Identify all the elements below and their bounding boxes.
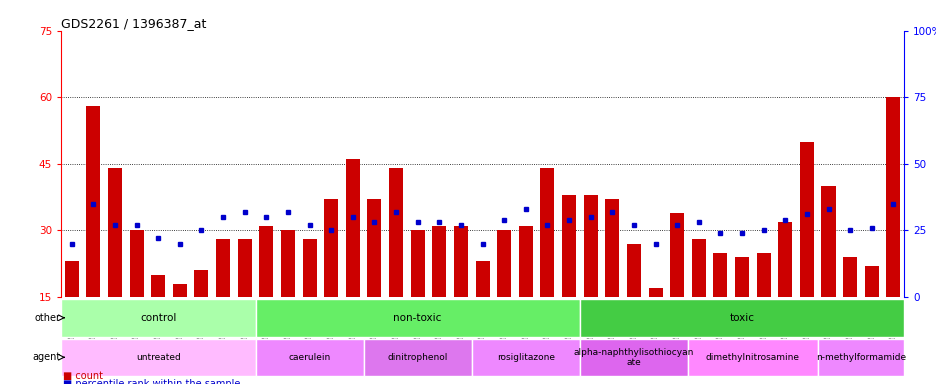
Text: non-toxic: non-toxic	[393, 313, 442, 323]
Bar	[61, 299, 256, 337]
Bar	[821, 186, 835, 297]
Bar	[605, 199, 619, 297]
Bar	[755, 253, 769, 297]
Bar	[691, 239, 705, 297]
Text: dinitrophenol: dinitrophenol	[388, 353, 447, 362]
Bar	[712, 253, 726, 297]
Text: untreated: untreated	[136, 353, 181, 362]
Bar	[648, 288, 662, 297]
Bar	[108, 168, 122, 297]
Text: rosiglitazone: rosiglitazone	[496, 353, 554, 362]
Bar	[302, 239, 316, 297]
Bar	[687, 339, 817, 376]
Text: GDS2261 / 1396387_at: GDS2261 / 1396387_at	[61, 17, 206, 30]
Bar	[363, 339, 471, 376]
Bar	[864, 266, 878, 297]
Bar	[256, 299, 579, 337]
Bar	[61, 339, 256, 376]
Text: agent: agent	[33, 352, 61, 362]
Text: ■ percentile rank within the sample: ■ percentile rank within the sample	[63, 379, 240, 384]
Text: caerulein: caerulein	[288, 353, 330, 362]
Bar	[669, 213, 683, 297]
Bar	[519, 226, 533, 297]
Bar	[583, 195, 597, 297]
Bar	[540, 168, 554, 297]
Text: ■ count: ■ count	[63, 371, 103, 381]
Text: other: other	[35, 313, 61, 323]
Bar	[281, 230, 295, 297]
Bar	[324, 199, 338, 297]
Bar	[817, 339, 903, 376]
Bar	[799, 142, 813, 297]
Bar	[579, 339, 687, 376]
Bar	[497, 230, 511, 297]
Bar	[216, 239, 230, 297]
Bar	[151, 275, 165, 297]
Bar	[388, 168, 402, 297]
Text: control: control	[139, 313, 176, 323]
Text: toxic: toxic	[729, 313, 753, 323]
Text: alpha-naphthylisothiocyan
ate: alpha-naphthylisothiocyan ate	[573, 348, 694, 367]
Bar	[345, 159, 359, 297]
Text: dimethylnitrosamine: dimethylnitrosamine	[705, 353, 799, 362]
Bar	[842, 257, 856, 297]
Bar	[562, 195, 576, 297]
Bar	[734, 257, 748, 297]
Bar	[579, 299, 903, 337]
Bar	[259, 226, 273, 297]
Bar	[453, 226, 467, 297]
Bar	[238, 239, 252, 297]
Bar	[86, 106, 100, 297]
Bar	[475, 262, 489, 297]
Bar	[367, 199, 381, 297]
Bar	[172, 284, 186, 297]
Bar	[256, 339, 363, 376]
Bar	[194, 270, 208, 297]
Bar	[410, 230, 424, 297]
Bar	[471, 339, 579, 376]
Text: n-methylformamide: n-methylformamide	[815, 353, 905, 362]
Bar	[431, 226, 446, 297]
Bar	[885, 97, 899, 297]
Bar	[129, 230, 143, 297]
Bar	[778, 222, 792, 297]
Bar	[626, 244, 640, 297]
Bar	[65, 262, 79, 297]
